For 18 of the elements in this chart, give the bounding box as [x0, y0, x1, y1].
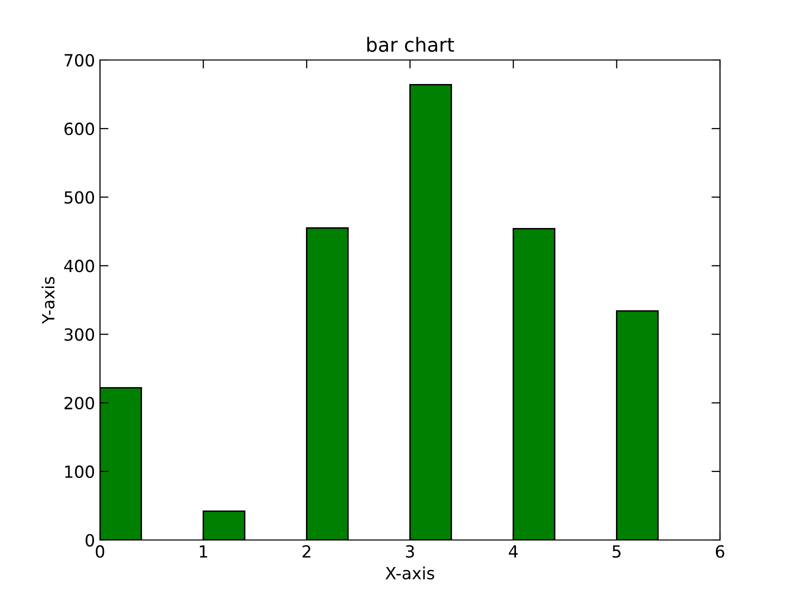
x-tick-label: 1 [200, 545, 208, 558]
y-tick-label: 400 [64, 260, 94, 272]
y-tick-label: 300 [64, 328, 94, 341]
x-tick-label: 3 [406, 545, 414, 558]
x-tick-label: 4 [508, 545, 518, 558]
y-tick-label: 700 [64, 54, 94, 67]
x-tick-label: 2 [302, 545, 310, 558]
x-axis-title: X-axis [386, 566, 434, 580]
x-tick-label: 6 [716, 545, 724, 558]
y-axis-title: Y-axis [42, 277, 55, 324]
y-tick-label: 200 [64, 396, 94, 410]
y-tick-label: 0 [86, 534, 94, 547]
x-tick-label: 5 [612, 545, 621, 558]
y-tick-label: 100 [65, 465, 94, 478]
y-tick-label: 600 [64, 122, 94, 136]
x-tick-label: 0 [96, 545, 104, 558]
y-tick-label: 500 [64, 191, 94, 204]
chart-title: bar chart [367, 36, 454, 52]
